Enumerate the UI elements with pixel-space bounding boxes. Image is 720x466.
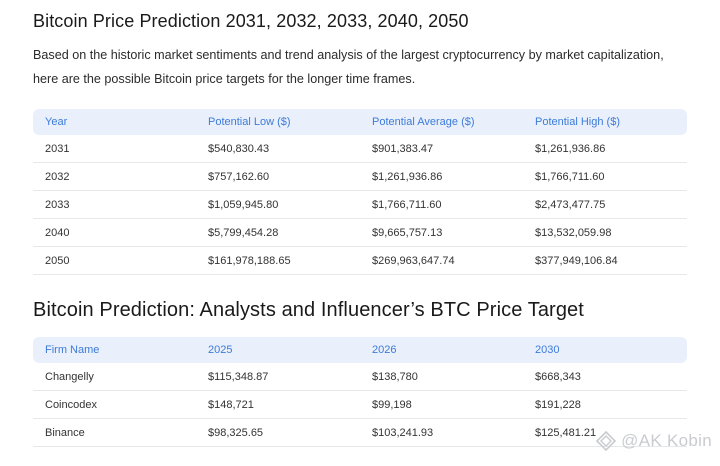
cell-2030: $668,343 [523,363,687,391]
section-title-analyst-targets: Bitcoin Prediction: Analysts and Influen… [33,299,584,321]
cell-2025: $115,348.87 [196,363,360,391]
header-2030: 2030 [523,337,687,363]
diamond-logo-icon [595,430,617,452]
header-2026: 2026 [360,337,523,363]
cell-firm: Coincodex [33,391,196,419]
cell-high: $1,261,936.86 [523,135,687,163]
cell-high: $2,473,477.75 [523,191,687,219]
cell-2030: $191,228 [523,391,687,419]
header-firm-name: Firm Name [33,337,196,363]
table-row: 2040 $5,799,454.28 $9,665,757.13 $13,532… [33,219,687,247]
table-row: Coincodex $148,721 $99,198 $191,228 [33,391,687,419]
header-potential-average: Potential Average ($) [360,109,523,135]
cell-average: $1,766,711.60 [360,191,523,219]
header-year: Year [33,109,196,135]
intro-paragraph: Based on the historic market sentiments … [33,48,664,86]
table-row: 2033 $1,059,945.80 $1,766,711.60 $2,473,… [33,191,687,219]
cell-firm: Changelly [33,363,196,391]
cell-2026: $103,241.93 [360,419,523,447]
cell-low: $1,059,945.80 [196,191,360,219]
header-potential-high: Potential High ($) [523,109,687,135]
price-prediction-table: Year Potential Low ($) Potential Average… [33,109,687,275]
analyst-targets-table: Firm Name 2025 2026 2030 Changelly $115,… [33,337,687,447]
cell-year: 2050 [33,247,196,275]
cell-low: $161,978,188.65 [196,247,360,275]
cell-2026: $99,198 [360,391,523,419]
cell-low: $757,162.60 [196,163,360,191]
table-row: 2050 $161,978,188.65 $269,963,647.74 $37… [33,247,687,275]
table-row: 2031 $540,830.43 $901,383.47 $1,261,936.… [33,135,687,163]
cell-high: $1,766,711.60 [523,163,687,191]
cell-high: $377,949,106.84 [523,247,687,275]
cell-average: $1,261,936.86 [360,163,523,191]
cell-2030: $125,481.21 [523,419,687,447]
cell-year: 2032 [33,163,196,191]
watermark: @AK Kobin [595,430,712,452]
cell-firm: Binance [33,419,196,447]
cell-low: $5,799,454.28 [196,219,360,247]
cell-average: $9,665,757.13 [360,219,523,247]
cell-year: 2031 [33,135,196,163]
header-2025: 2025 [196,337,360,363]
section-title-price-prediction: Bitcoin Price Prediction 2031, 2032, 203… [33,11,469,31]
table-row: Changelly $115,348.87 $138,780 $668,343 [33,363,687,391]
cell-2025: $98,325.65 [196,419,360,447]
table-header-row: Year Potential Low ($) Potential Average… [33,109,687,135]
cell-year: 2033 [33,191,196,219]
cell-average: $269,963,647.74 [360,247,523,275]
cell-low: $540,830.43 [196,135,360,163]
cell-year: 2040 [33,219,196,247]
cell-2025: $148,721 [196,391,360,419]
cell-average: $901,383.47 [360,135,523,163]
table-row: Binance $98,325.65 $103,241.93 $125,481.… [33,419,687,447]
cell-2026: $138,780 [360,363,523,391]
watermark-text: @AK Kobin [621,431,712,450]
cell-high: $13,532,059.98 [523,219,687,247]
table-row: 2032 $757,162.60 $1,261,936.86 $1,766,71… [33,163,687,191]
table-header-row: Firm Name 2025 2026 2030 [33,337,687,363]
header-potential-low: Potential Low ($) [196,109,360,135]
